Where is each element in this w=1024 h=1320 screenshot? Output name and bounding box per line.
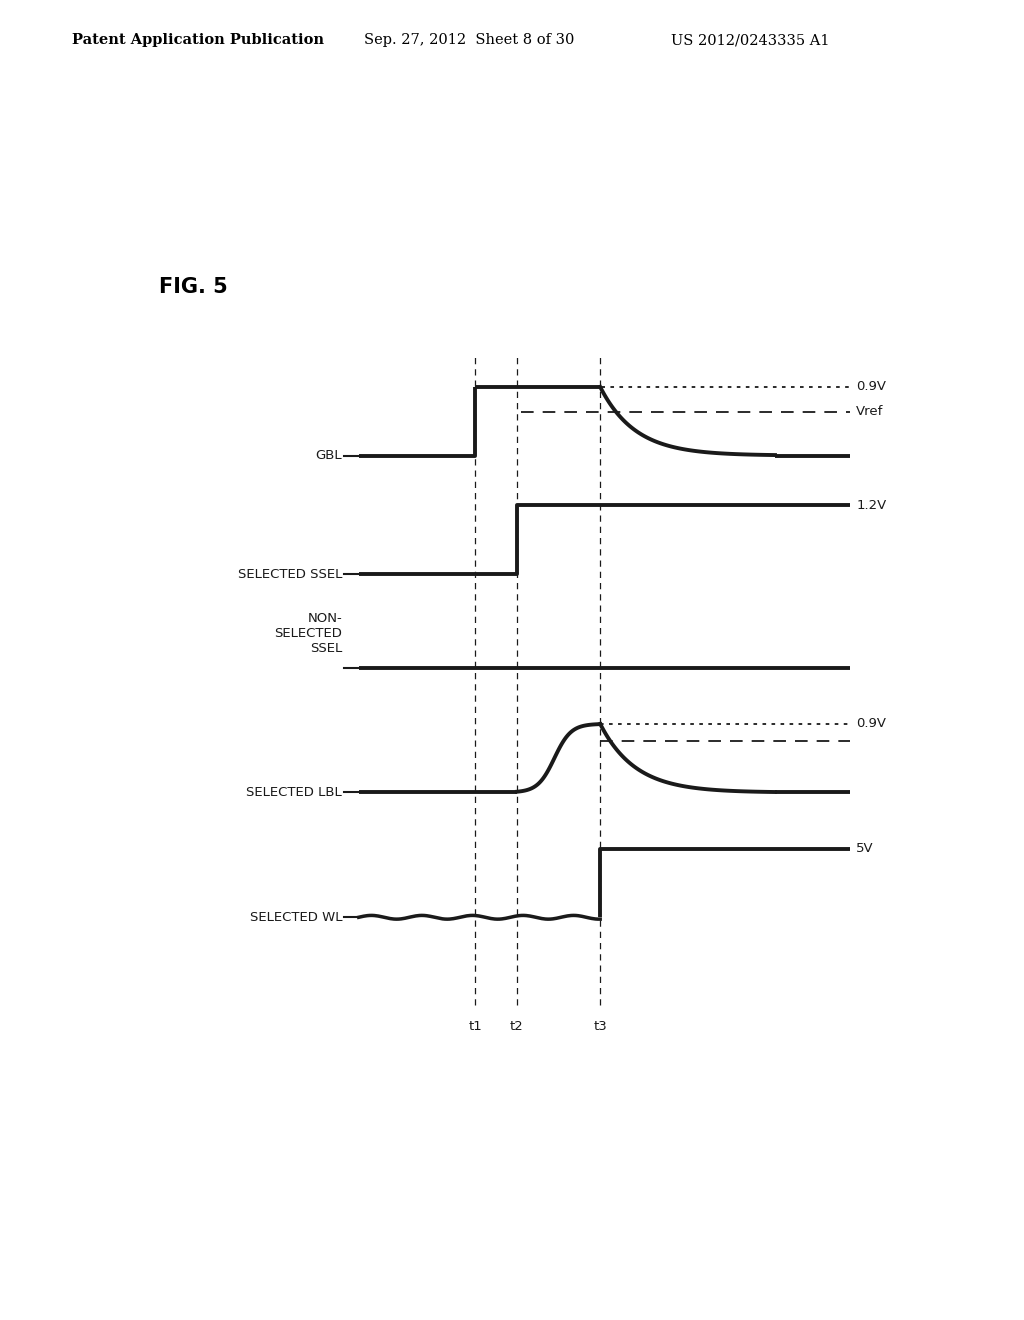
Text: SELECTED SSEL: SELECTED SSEL [238, 568, 342, 581]
Text: 0.9V: 0.9V [856, 380, 886, 393]
Text: t1: t1 [468, 1020, 482, 1034]
Text: FIG. 5: FIG. 5 [159, 277, 227, 297]
Text: t2: t2 [510, 1020, 524, 1034]
Text: US 2012/0243335 A1: US 2012/0243335 A1 [671, 33, 829, 48]
Text: Sep. 27, 2012  Sheet 8 of 30: Sep. 27, 2012 Sheet 8 of 30 [364, 33, 573, 48]
Text: Patent Application Publication: Patent Application Publication [72, 33, 324, 48]
Text: SELECTED LBL: SELECTED LBL [247, 785, 342, 799]
Text: 1.2V: 1.2V [856, 499, 887, 512]
Text: 5V: 5V [856, 842, 873, 855]
Text: t3: t3 [593, 1020, 607, 1034]
Text: 0.9V: 0.9V [856, 717, 886, 730]
Text: SELECTED WL: SELECTED WL [250, 911, 342, 924]
Text: NON-
SELECTED
SSEL: NON- SELECTED SSEL [274, 612, 342, 655]
Text: Vref: Vref [856, 405, 884, 418]
Text: GBL: GBL [315, 449, 342, 462]
